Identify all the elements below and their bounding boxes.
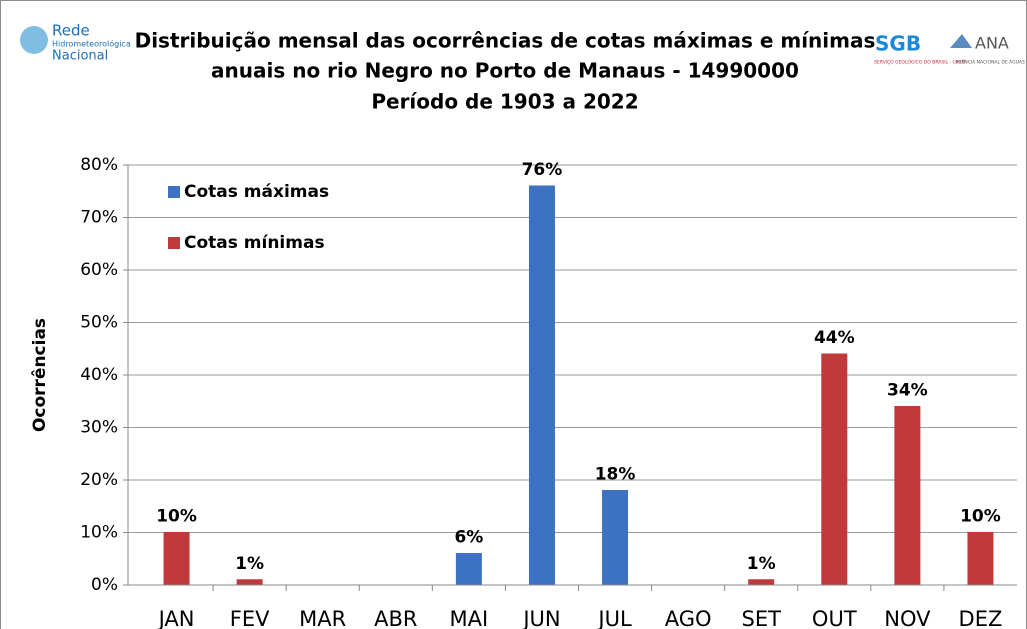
logo-text: SERVIÇO GEOLÓGICO DO BRASIL - CPRM	[874, 59, 965, 66]
logo-text: AGÊNCIA NACIONAL DE ÁGUAS	[955, 58, 1025, 66]
y-tick-label: 50%	[80, 313, 118, 333]
logo-icon	[950, 34, 972, 48]
x-tick-label: OUT	[812, 607, 857, 629]
right-logos: SGB SERVIÇO GEOLÓGICO DO BRASIL - CPRM A…	[874, 32, 1025, 66]
legend-label: Cotas mínimas	[184, 233, 325, 253]
left-logo: Rede Hidrometeorológica Nacional	[20, 22, 131, 64]
y-axis-label: Ocorrências	[30, 318, 50, 432]
y-tick-label: 20%	[80, 470, 118, 490]
logo-text: Hidrometeorológica	[52, 39, 131, 49]
x-tick-label: FEV	[230, 607, 270, 629]
data-label: 44%	[814, 328, 855, 348]
x-tick-label: MAR	[299, 607, 346, 629]
bar	[894, 406, 921, 586]
x-tick-label: ABR	[374, 607, 417, 629]
bar	[967, 532, 994, 586]
bar	[236, 579, 263, 586]
data-label: 6%	[454, 528, 483, 548]
y-tick-label: 60%	[80, 260, 118, 280]
logo-text: Nacional	[52, 49, 108, 64]
chart-title: Distribuição mensal das ocorrências de c…	[135, 29, 876, 53]
y-tick-label: 70%	[80, 208, 118, 228]
logo-text: SGB	[875, 32, 921, 56]
bar	[163, 532, 190, 586]
legend-swatch	[168, 237, 180, 249]
chart-title: anuais no rio Negro no Porto de Manaus -…	[211, 59, 799, 83]
x-tick-label: JAN	[157, 607, 195, 629]
chart-title: Período de 1903 a 2022	[371, 90, 638, 114]
legend-label: Cotas máximas	[184, 182, 329, 202]
data-label: 10%	[960, 507, 1001, 527]
data-label: 10%	[156, 507, 197, 527]
logo-text: ANA	[975, 34, 1009, 53]
y-tick-label: 80%	[80, 155, 118, 175]
y-tick-label: 30%	[80, 418, 118, 438]
data-label: 34%	[887, 381, 928, 401]
data-label: 1%	[747, 554, 776, 574]
data-label: 76%	[522, 160, 563, 180]
y-tick-label: 0%	[91, 575, 118, 595]
x-tick-label: AGO	[665, 607, 712, 629]
x-tick-label: JUL	[596, 607, 632, 629]
bar	[528, 185, 555, 586]
x-tick-label: NOV	[884, 607, 931, 629]
data-label: 1%	[235, 554, 264, 574]
y-tick-label: 10%	[80, 523, 118, 543]
x-tick-label: JUN	[521, 607, 560, 629]
y-tick-label: 40%	[80, 365, 118, 385]
legend-swatch	[168, 186, 180, 198]
data-label: 18%	[595, 465, 636, 485]
bar	[602, 490, 629, 586]
x-tick-label: MAI	[450, 607, 489, 629]
bar	[821, 353, 848, 586]
logo-icon	[20, 26, 48, 54]
x-tick-label: SET	[741, 607, 781, 629]
bar	[748, 579, 775, 586]
bar	[455, 553, 482, 586]
logo-text: Rede	[52, 22, 90, 40]
x-tick-label: DEZ	[959, 607, 1003, 629]
